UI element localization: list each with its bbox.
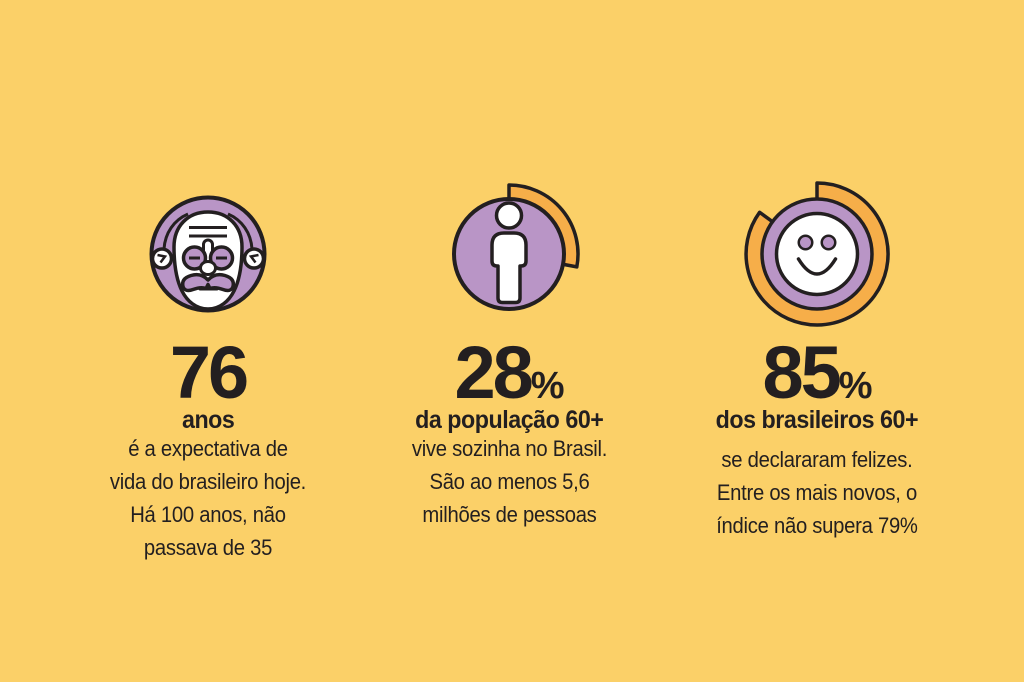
person-icon — [434, 179, 584, 329]
stat-description: vive sozinha no Brasil. São ao menos 5,6… — [411, 432, 607, 531]
stat-card-living-alone: 28% da população 60+ vive sozinha no Bra… — [359, 179, 659, 531]
stat-description-line: Entre os mais novos, o — [716, 480, 918, 505]
stat-description-line: vive sozinha no Brasil. — [411, 436, 607, 461]
stat-number: 28% — [454, 336, 565, 410]
stat-number-value: 85 — [762, 331, 841, 414]
smiley-face-svg — [744, 181, 890, 327]
stat-subtitle: dos brasileiros 60+ — [715, 406, 919, 434]
stat-description-line: passava de 35 — [143, 535, 273, 560]
stat-number: 76 — [170, 336, 249, 410]
stat-description-line: Há 100 anos, não — [130, 502, 286, 527]
stat-card-happiness: 85% dos brasileiros 60+ se declararam fe… — [662, 179, 972, 542]
stat-subtitle: da população 60+ — [414, 406, 604, 434]
person-svg — [452, 183, 580, 311]
percent-sign: % — [838, 365, 873, 407]
stat-subtitle: anos — [181, 406, 235, 434]
stat-description-line: é a expectativa de — [128, 436, 288, 461]
elderly-man-face-svg — [149, 195, 267, 313]
stat-description-line: índice não supera 79% — [716, 513, 918, 538]
stat-description: se declararam felizes. Entre os mais nov… — [716, 443, 918, 542]
stat-number: 85% — [762, 336, 873, 410]
stat-description-line: São ao menos 5,6 — [428, 469, 590, 494]
percent-sign: % — [530, 365, 565, 407]
stat-card-life-expectancy: 76 anos é a expectativa de vida do brasi… — [58, 179, 358, 564]
smiley-face-icon — [742, 179, 892, 329]
stat-number-value: 76 — [169, 331, 249, 414]
stat-description: é a expectativa de vida do brasileiro ho… — [110, 432, 306, 564]
stat-description-line: milhões de pessoas — [421, 502, 597, 527]
elderly-man-face-icon — [133, 179, 283, 329]
stat-description-line: vida do brasileiro hoje. — [109, 469, 307, 494]
stat-number-value: 28 — [454, 331, 533, 414]
stat-description-line: se declararam felizes. — [721, 447, 913, 472]
